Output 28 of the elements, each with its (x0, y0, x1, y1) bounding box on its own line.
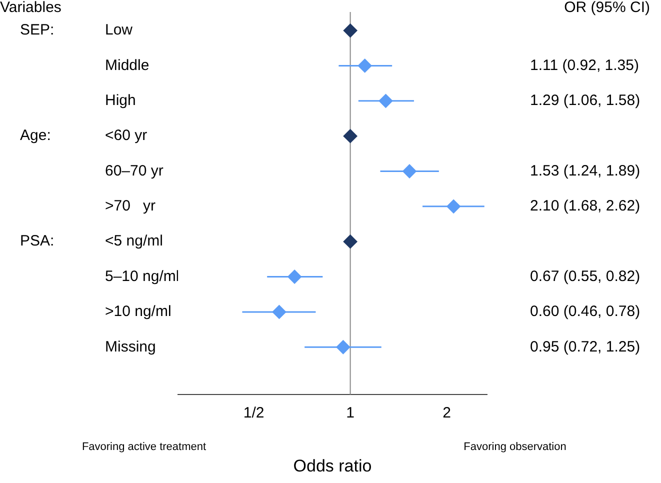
y-tick-label: 5–10 ng/ml (105, 268, 180, 285)
x-tick-label: 1 (346, 404, 354, 422)
y-tick-label: High (105, 92, 136, 110)
data-label: 1.29 (1.06, 1.58) (530, 92, 640, 110)
text: PSA: (20, 232, 54, 250)
y-tick-label: 60–70 yr (105, 162, 164, 180)
text: Age: (20, 127, 51, 144)
y-tick-label: Missing (105, 338, 156, 356)
data-label: 1.11 (0.92, 1.35) (530, 56, 639, 74)
y-tick-label: >10 ng/ml (105, 303, 172, 320)
text: Favoring active treatment (82, 441, 206, 454)
x-axis-title: Odds ratio (293, 456, 372, 476)
y-tick-label: >70 yr (105, 198, 156, 215)
text: OR (95% CI) (564, 0, 650, 16)
y-tick-label: <60 yr (105, 127, 148, 144)
y-tick-label: Middle (105, 56, 150, 74)
text: SEP: (20, 22, 54, 39)
data-label: 0.60 (0.46, 0.78) (530, 303, 640, 320)
y-tick-label: Low (105, 22, 133, 39)
data-label: 0.95 (0.72, 1.25) (530, 338, 640, 356)
x-tick-label: 1/2 (243, 404, 264, 422)
text: Variables (0, 0, 62, 16)
text: Favoring observation (464, 441, 566, 454)
y-tick-label: <5 ng/ml (105, 232, 163, 250)
data-label: 0.67 (0.55, 0.82) (530, 268, 640, 285)
data-label: 1.53 (1.24, 1.89) (530, 162, 640, 180)
x-tick-label: 2 (442, 404, 451, 422)
data-label: 2.10 (1.68, 2.62) (530, 198, 640, 215)
